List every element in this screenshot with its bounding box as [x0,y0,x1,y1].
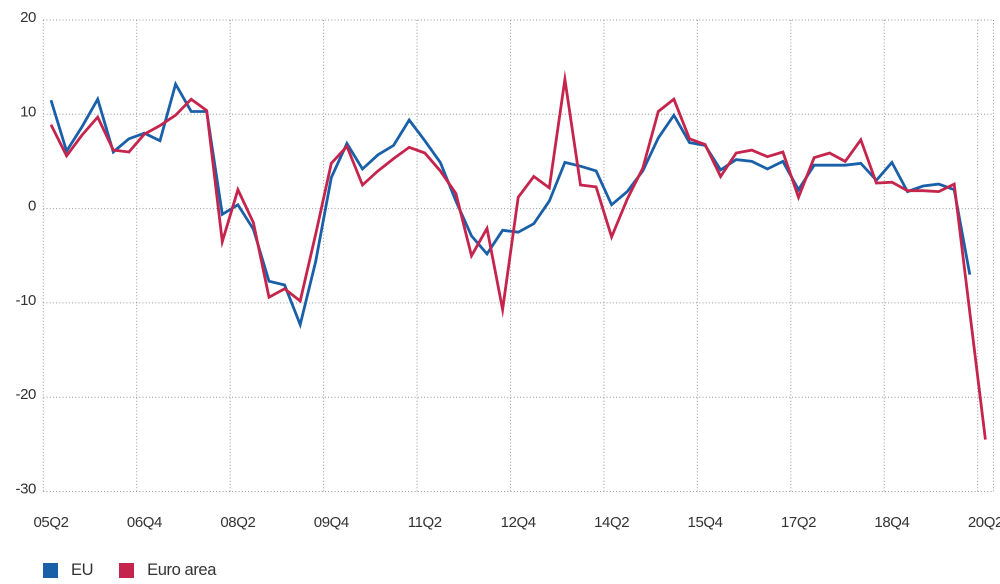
euro-area-legend-label: Euro area [147,561,216,579]
y-tick-label: 0 [28,198,36,215]
euro-area-swatch-icon [119,563,135,578]
x-tick-label: 06Q4 [127,514,162,531]
x-tick-label: 11Q2 [408,514,442,531]
y-tick-label: 20 [20,9,36,26]
x-tick-label: 15Q4 [688,514,723,531]
euro-area-line [49,69,987,440]
line-chart: 20 10 0 -10 -20 -30 05Q2 06Q4 08Q2 09Q4 11Q2 12Q4 14… [16,9,1000,531]
x-tick-label: 05Q2 [33,514,68,531]
x-tick-label: 17Q2 [781,514,816,531]
x-tick-label: 08Q2 [220,514,255,531]
x-tick-label: 09Q4 [314,514,349,531]
x-tick-label: 20Q2 [968,514,1000,531]
y-tick-label: 10 [20,103,36,120]
y-tick-label: -10 [16,292,37,309]
y-tick-label: -30 [16,481,37,498]
x-tick-label: 12Q4 [501,514,536,531]
y-tick-label: -20 [16,386,37,403]
eu-swatch-icon [43,563,58,578]
x-tick-label: 14Q2 [594,514,629,531]
legend-item-euro-area: Euro area [119,561,216,580]
eu-legend-label: EU [71,561,94,579]
legend-item-eu: EU [43,561,94,580]
eu-line [49,80,972,330]
x-tick-label: 18Q4 [874,514,909,531]
legend: EU Euro area [43,561,216,580]
